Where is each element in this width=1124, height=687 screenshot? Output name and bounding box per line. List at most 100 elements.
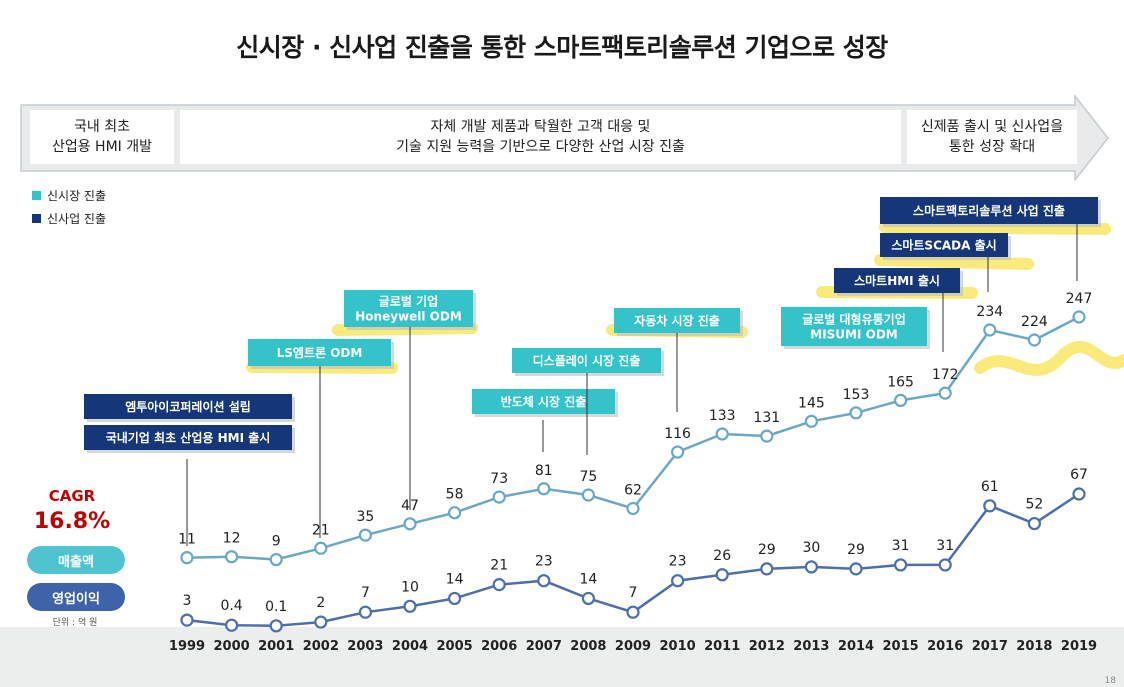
annotation-label-0-0: 엠투아이코퍼레이션 설립 — [125, 399, 251, 414]
annotation-box-7 — [781, 307, 927, 346]
x-tick-2009: 2009 — [615, 639, 651, 654]
op-income-point-2011 — [715, 568, 729, 582]
op-income-point-2017 — [983, 499, 997, 513]
revenue-point-2012 — [760, 429, 774, 443]
op-income-point-2005 — [448, 591, 462, 606]
op-income-label-2009: 7 — [629, 585, 638, 601]
x-tick-2017: 2017 — [972, 639, 1008, 654]
x-tick-2013: 2013 — [793, 639, 829, 654]
revenue-point-2018 — [1027, 333, 1042, 347]
annotation-label-1-0: 국내기업 최초 산업용 HMI 출시 — [106, 430, 271, 445]
x-tick-2002: 2002 — [303, 639, 339, 654]
cagr-value: 16.8% — [33, 509, 111, 534]
x-tick-2003: 2003 — [347, 639, 383, 654]
op-income-label-2017: 61 — [981, 479, 999, 495]
revenue-point-2011 — [715, 427, 729, 441]
revenue-label-2000: 12 — [223, 531, 241, 547]
op-income-point-2008 — [581, 591, 596, 606]
page-title: 신시장 · 신사업 진출을 통한 스마트팩토리솔루션 기업으로 성장 — [236, 33, 888, 62]
x-tick-1999: 1999 — [169, 639, 205, 654]
annotation-label-2-0: LS엠트론 ODM — [277, 345, 363, 360]
revenue-label-2018: 224 — [1021, 314, 1048, 330]
x-tick-2019: 2019 — [1061, 639, 1097, 654]
revenue-point-2002 — [314, 541, 328, 555]
banner-seg1-line1: 국내 최초 — [74, 119, 130, 135]
revenue-point-2014 — [849, 406, 863, 420]
x-tick-2018: 2018 — [1016, 639, 1052, 654]
op-income-point-2000 — [225, 618, 239, 632]
banner-seg2-line2: 기술 지원 능력을 기반으로 다양한 산업 시장 진출 — [396, 139, 685, 155]
revenue-point-2005 — [448, 506, 462, 520]
revenue-label-2009: 62 — [624, 483, 642, 499]
page-number: 18 — [1104, 676, 1116, 686]
annotation-label-8-0: 스마트HMI 출시 — [854, 273, 940, 288]
op-income-point-2014 — [849, 562, 863, 576]
x-tick-2012: 2012 — [749, 639, 785, 654]
annotation-box-0 — [84, 394, 292, 419]
revenue-label-2007: 81 — [535, 463, 553, 479]
op-income-point-2015 — [893, 558, 908, 572]
revenue-point-2017 — [983, 323, 997, 337]
banner-seg2-line1: 자체 개발 제품과 탁월한 고객 대응 및 — [430, 119, 651, 135]
op-income-label-2019: 67 — [1070, 467, 1088, 483]
x-tick-2016: 2016 — [927, 639, 963, 654]
op-income-point-2010 — [670, 574, 685, 588]
footer-band — [0, 627, 1124, 687]
op-income-label-2003: 7 — [361, 585, 370, 601]
legend-new-business: 신사업 진출 — [32, 210, 106, 227]
annotation-label-7-0: 글로벌 대형유통기업 — [802, 312, 906, 327]
op-income-label-2004: 10 — [401, 579, 419, 595]
op-income-point-2012 — [760, 562, 774, 576]
op-income-label-2005: 14 — [446, 571, 464, 587]
revenue-point-2008 — [581, 488, 596, 502]
legend-navy-swatch — [32, 214, 41, 223]
op-income-label-2006: 21 — [490, 558, 508, 574]
revenue-point-2015 — [893, 393, 908, 407]
op-income-label-2015: 31 — [892, 538, 910, 554]
op-income-point-2009 — [626, 605, 640, 619]
annotation-label-9-0: 스마트SCADA 출시 — [891, 238, 996, 253]
x-tick-2001: 2001 — [258, 639, 294, 654]
x-tick-2005: 2005 — [437, 639, 473, 654]
revenue-label-2005: 58 — [446, 487, 464, 503]
revenue-label-2002: 21 — [312, 522, 330, 538]
highlight-smart-scada — [874, 254, 1034, 270]
op-income-point-2016 — [938, 558, 952, 572]
op-income-point-2013 — [804, 560, 819, 574]
revenue-label-2004: 47 — [401, 498, 419, 514]
op-income-point-2019 — [1072, 487, 1086, 501]
annotation-label-3-1: Honeywell ODM — [355, 310, 462, 324]
revenue-label-2012: 131 — [753, 410, 780, 426]
annotation-box-5 — [512, 348, 661, 373]
annotation-box-3 — [344, 290, 473, 327]
revenue-label-2006: 73 — [490, 471, 508, 487]
banner-segment-growth: 신제품 출시 및 신사업을 통한 성장 확대 — [907, 110, 1077, 164]
revenue-label-1999: 11 — [178, 532, 196, 548]
revenue-point-2016 — [938, 386, 952, 400]
revenue-label-2016: 172 — [932, 367, 959, 383]
op-income-label-2000: 0.4 — [220, 598, 242, 614]
revenue-label-2010: 116 — [664, 426, 691, 442]
op-income-point-2002 — [314, 615, 328, 629]
op-income-label-2002: 2 — [316, 595, 325, 611]
revenue-point-2000 — [225, 550, 239, 564]
legend-teal-swatch — [32, 191, 41, 200]
annotation-box-4 — [472, 389, 615, 414]
op-income-point-2007 — [537, 574, 551, 588]
x-tick-2015: 2015 — [883, 639, 919, 654]
legend-new-business-label: 신사업 진출 — [47, 212, 107, 226]
revenue-point-2019 — [1072, 310, 1086, 324]
op-income-label-2007: 23 — [535, 554, 553, 570]
op-income-point-2006 — [492, 578, 506, 592]
annotation-label-7-1: MISUMI ODM — [810, 328, 897, 342]
unit-label: 단위 : 억 원 — [52, 618, 98, 628]
revenue-label-2015: 165 — [887, 374, 914, 390]
banner-seg1-line2: 산업용 HMI 개발 — [51, 139, 153, 155]
op-income-label-2008: 14 — [579, 571, 597, 587]
revenue-label-2008: 75 — [579, 469, 597, 485]
annotation-label-3-0: 글로벌 기업 — [379, 294, 438, 309]
x-tick-2004: 2004 — [392, 639, 428, 654]
